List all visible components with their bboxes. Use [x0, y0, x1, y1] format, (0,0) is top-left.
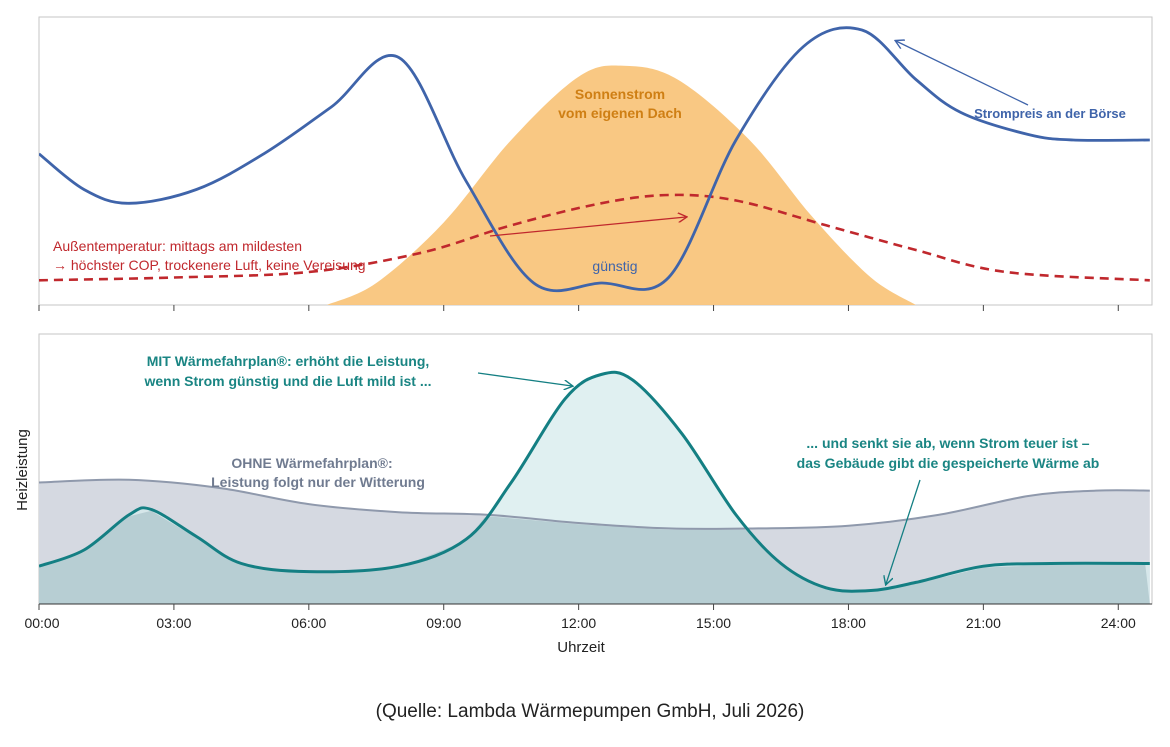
price-line: [39, 26, 1150, 293]
cheap-label: günstig: [592, 258, 637, 274]
x-tick-label: 03:00: [156, 615, 191, 631]
x-tick-label: 18:00: [831, 615, 866, 631]
x-tick-label: 15:00: [696, 615, 731, 631]
with-plan-label-line1: MIT Wärmefahrplan®: erhöht die Leistung,: [147, 353, 430, 369]
bottom-x-tick-labels: 00:00 03:00 06:00 09:00 12:00 15:00 18:00 21:00…: [24, 615, 1136, 631]
temperature-label-line2: → höchster COP, trockenere Luft, keine V…: [53, 257, 366, 273]
without-plan-label-line1: OHNE Wärmefahrplan®:: [231, 455, 392, 471]
x-tick-label: 09:00: [426, 615, 461, 631]
x-tick-label: 12:00: [561, 615, 596, 631]
x-tick-label: 24:00: [1101, 615, 1136, 631]
sun-area: [326, 65, 916, 305]
x-axis-title: Uhrzeit: [557, 639, 605, 656]
temperature-label-line1: Außentemperatur: mittags am mildesten: [53, 238, 302, 254]
overlap-area: [39, 510, 1150, 604]
sun-label-line2: vom eigenen Dach: [558, 105, 682, 121]
price-arrow: [896, 41, 1029, 106]
without-plan-line: [39, 478, 1150, 530]
bottom-x-ticks: [38, 604, 1119, 610]
with-plan-arrow: [477, 372, 572, 386]
sun-label-line1: Sonnenstrom: [575, 86, 665, 102]
top-panel: Sonnenstrom vom eigenen Dach Strompreis …: [38, 16, 1153, 311]
source-note: (Quelle: Lambda Wärmepumpen GmbH, Juli 2…: [376, 701, 805, 722]
lower-label-line1: ... und senkt sie ab, wenn Strom teuer i…: [806, 435, 1089, 451]
without-plan-label-line2: Leistung folgt nur der Witterung: [211, 474, 425, 490]
temperature-arrow: [489, 217, 686, 237]
top-x-ticks: [38, 305, 1119, 311]
lower-arrow: [886, 479, 921, 584]
y-axis-title: Heizleistung: [14, 429, 31, 511]
lower-label-line2: das Gebäude gibt die gespeicherte Wärme …: [797, 455, 1100, 471]
x-tick-label: 21:00: [966, 615, 1001, 631]
bottom-panel: 00:00 03:00 06:00 09:00 12:00 15:00 18:00 21:00…: [14, 333, 1153, 656]
with-plan-area: [39, 372, 1150, 604]
with-plan-line: [39, 370, 1150, 593]
with-plan-label-line2: wenn Strom günstig und die Luft mild ist…: [144, 373, 432, 389]
x-tick-label: 00:00: [24, 615, 59, 631]
price-label: Strompreis an der Börse: [974, 106, 1126, 121]
x-tick-label: 06:00: [291, 615, 326, 631]
temperature-line: [39, 193, 1150, 282]
